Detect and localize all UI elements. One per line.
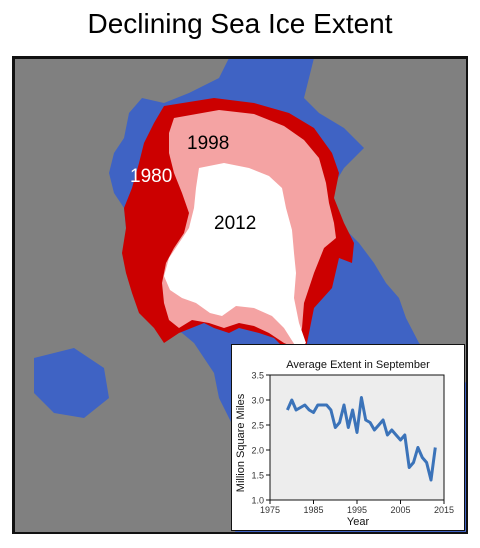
x-tick-label: 1985 xyxy=(303,505,323,515)
y-tick-label: 3.5 xyxy=(251,371,264,381)
y-tick-label: 1.5 xyxy=(251,471,264,481)
page-title: Declining Sea Ice Extent xyxy=(87,8,393,39)
plot-area xyxy=(269,374,445,501)
y-axis-label: Million Square Miles xyxy=(235,393,247,492)
land-greenland-europe xyxy=(304,58,466,383)
y-tick-label: 2.5 xyxy=(251,421,264,431)
y-tick-label: 2.0 xyxy=(251,446,264,456)
chart-title: Average Extent in September xyxy=(286,359,430,371)
land-hudson xyxy=(34,348,109,418)
label-1998: 1998 xyxy=(187,133,230,154)
land-peninsula xyxy=(92,183,114,218)
ice-2012 xyxy=(164,163,306,350)
x-tick-label: 1995 xyxy=(347,505,367,515)
sea-ice-chart: 1.0 1.5 2.0 2.5 3.0 3.5 1975 1985 1995 2005 2015 … xyxy=(231,344,465,531)
x-tick-label: 1975 xyxy=(260,505,280,515)
x-tick-label: 2005 xyxy=(390,505,410,515)
series-line xyxy=(286,396,437,482)
label-2012: 2012 xyxy=(214,213,257,234)
chart-svg: 1.01.52.02.53.03.5 1975 1985 1995 2005 2015 … xyxy=(235,359,454,528)
y-tick-label: 1.0 xyxy=(251,496,264,506)
label-1980: 1980 xyxy=(130,166,173,187)
x-tick-label: 2015 xyxy=(434,505,454,515)
x-axis-label: Year xyxy=(347,516,370,528)
arctic-map: 1998 1980 2012 xyxy=(12,56,468,534)
y-tick-label: 3.0 xyxy=(251,396,264,406)
